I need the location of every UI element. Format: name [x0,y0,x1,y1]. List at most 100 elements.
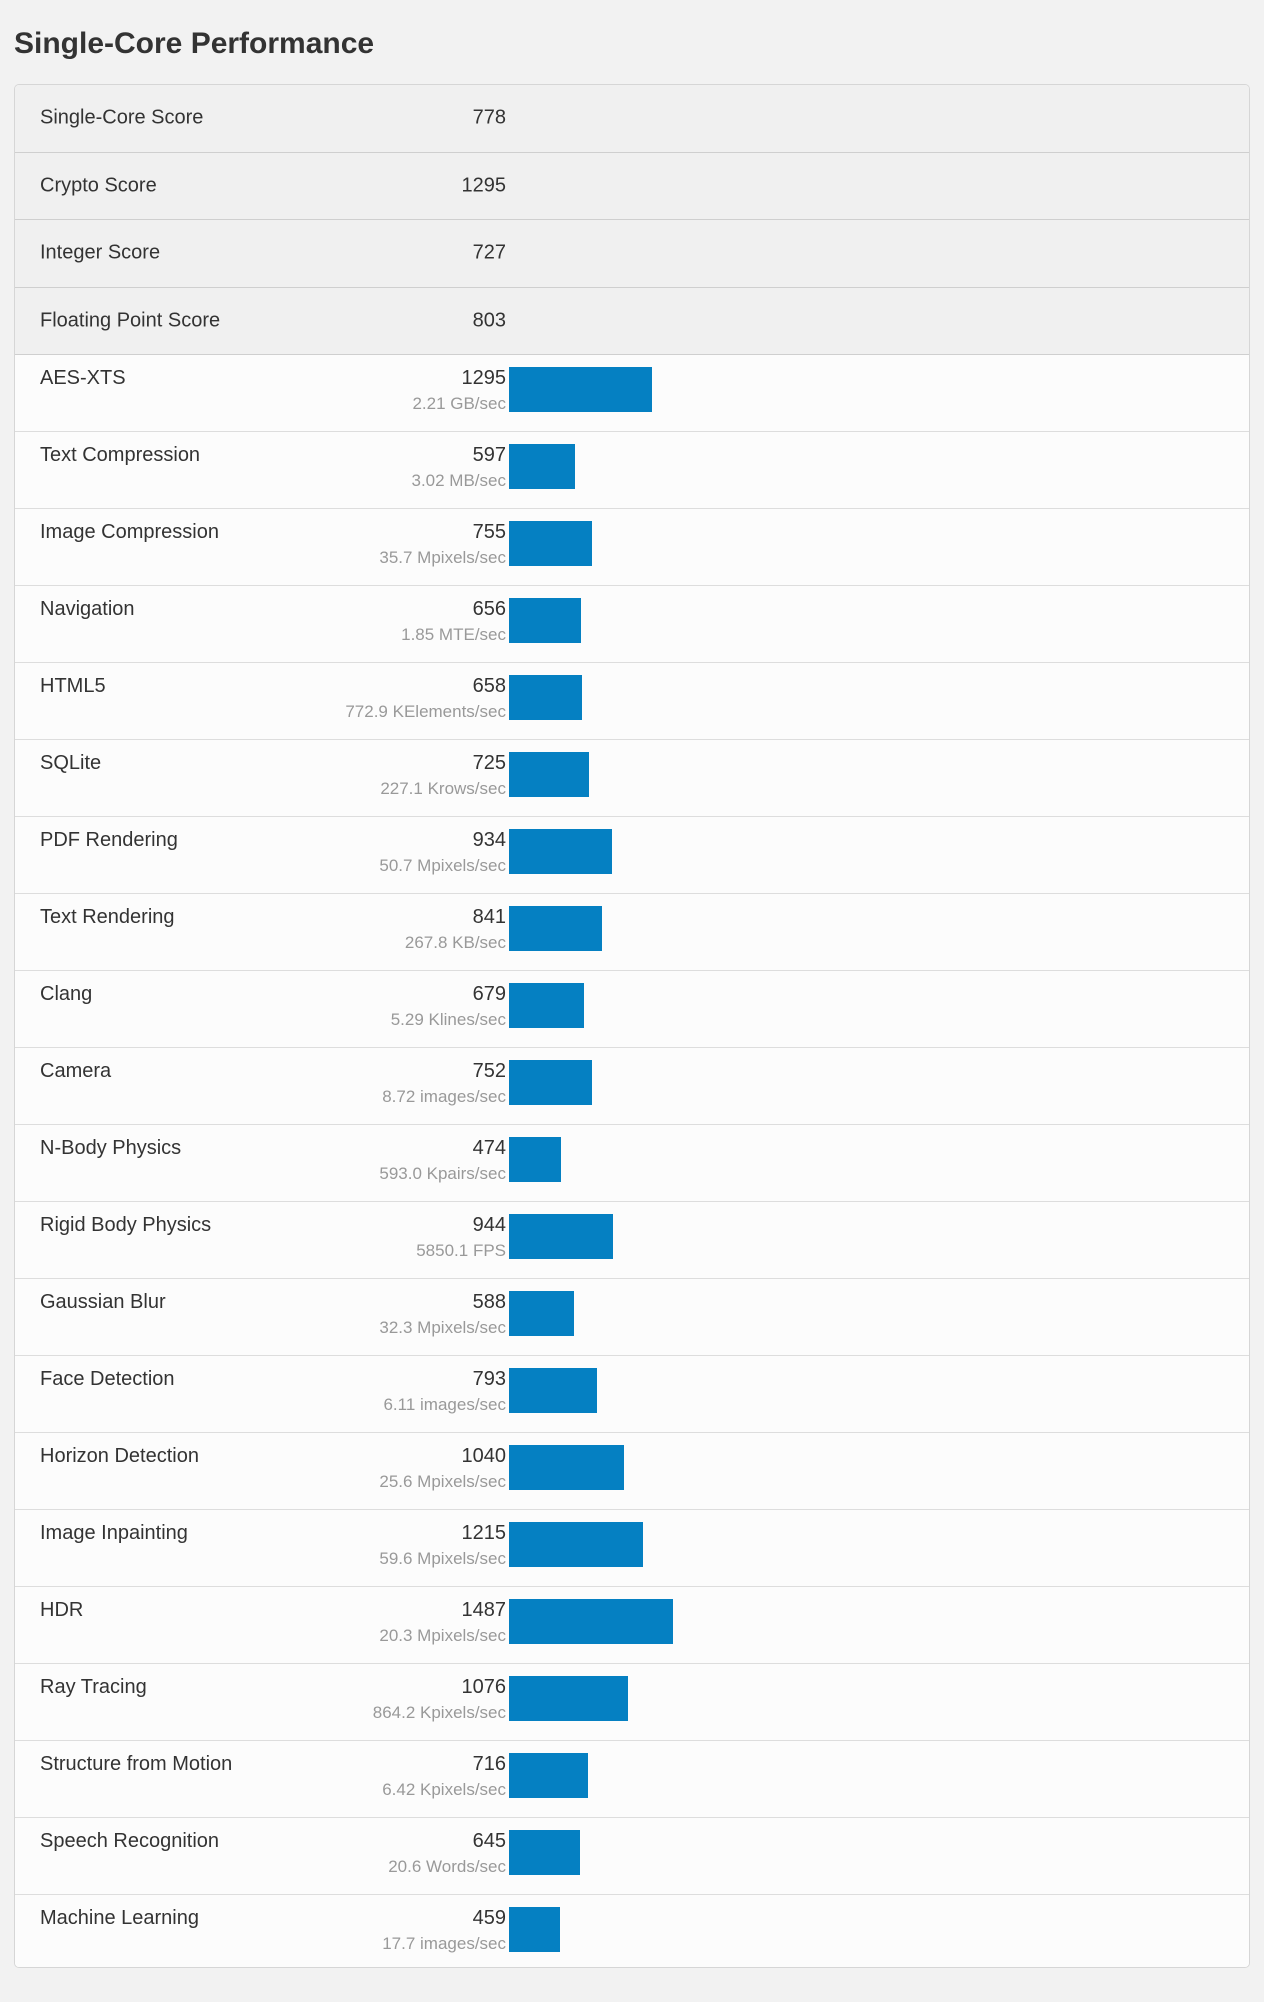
benchmark-row: Text Rendering 841 267.8 KB/sec [15,894,1249,971]
benchmark-name: AES-XTS [40,367,126,389]
summary-name: Floating Point Score [40,309,221,332]
benchmark-name: SQLite [40,752,102,774]
benchmark-throughput: 2.21 GB/sec [412,394,506,413]
benchmark-row: HTML5 658 772.9 KElements/sec [15,663,1249,740]
score-bar [509,1137,561,1182]
summary-row: Floating Point Score 803 [15,287,1249,355]
benchmark-score: 588 [472,1291,506,1313]
benchmark-throughput: 50.7 Mpixels/sec [379,856,506,875]
benchmark-row: HDR 1487 20.3 Mpixels/sec [15,1587,1249,1664]
score-bar [509,752,589,797]
benchmark-name: Image Inpainting [40,1522,188,1544]
benchmark-score: 597 [472,444,506,466]
score-bar [509,444,575,489]
benchmark-score: 725 [472,752,506,774]
score-bar [509,598,581,643]
benchmark-row: PDF Rendering 934 50.7 Mpixels/sec [15,817,1249,894]
summary-row: Single-Core Score 778 [15,85,1249,153]
benchmark-name: Clang [40,983,93,1005]
benchmark-score: 1295 [461,367,507,389]
benchmark-score: 755 [472,521,506,543]
benchmark-name: Camera [40,1060,112,1082]
summary-score: 778 [472,106,506,129]
benchmark-row: Structure from Motion 716 6.42 Kpixels/sec [15,1741,1249,1818]
score-bar [509,829,612,874]
benchmark-row: Image Inpainting 1215 59.6 Mpixels/sec [15,1510,1249,1587]
score-bar [509,1907,560,1952]
score-bar [509,1676,628,1721]
benchmark-throughput: 59.6 Mpixels/sec [379,1549,506,1568]
benchmark-name: Navigation [40,598,135,620]
benchmark-throughput: 5850.1 FPS [416,1241,506,1260]
benchmark-name: Rigid Body Physics [40,1214,212,1236]
benchmark-row: AES-XTS 1295 2.21 GB/sec [15,355,1249,432]
score-bar [509,1445,624,1490]
benchmark-score: 645 [472,1830,506,1852]
benchmark-row: Text Compression 597 3.02 MB/sec [15,432,1249,509]
benchmark-throughput: 227.1 Krows/sec [380,779,506,798]
summary-score: 1295 [461,174,507,197]
benchmark-row: Navigation 656 1.85 MTE/sec [15,586,1249,663]
benchmark-throughput: 6.42 Kpixels/sec [382,1780,506,1799]
benchmark-score: 656 [472,598,506,620]
benchmark-score: 1040 [461,1445,507,1467]
benchmark-row: Rigid Body Physics 944 5850.1 FPS [15,1202,1249,1279]
benchmark-name: Ray Tracing [40,1676,147,1698]
benchmark-row: Image Compression 755 35.7 Mpixels/sec [15,509,1249,586]
summary-row: Integer Score 727 [15,220,1249,288]
benchmark-name: Gaussian Blur [40,1291,166,1313]
score-bar [509,1522,643,1567]
benchmark-throughput: 20.6 Words/sec [388,1857,506,1876]
score-bar [509,1830,580,1875]
benchmark-throughput: 3.02 MB/sec [411,471,507,490]
benchmark-name: Structure from Motion [40,1753,233,1775]
score-bar [509,367,652,412]
benchmark-throughput: 772.9 KElements/sec [345,702,506,721]
benchmark-name: Face Detection [40,1368,175,1390]
benchmark-score: 944 [472,1214,506,1236]
benchmark-score: 934 [472,829,506,851]
benchmark-throughput: 8.72 images/sec [382,1087,506,1106]
benchmark-throughput: 1.85 MTE/sec [401,625,506,644]
benchmark-row: Ray Tracing 1076 864.2 Kpixels/sec [15,1664,1249,1741]
benchmark-name: PDF Rendering [40,829,178,851]
benchmark-row: Horizon Detection 1040 25.6 Mpixels/sec [15,1433,1249,1510]
benchmark-score: 716 [472,1753,506,1775]
score-bar [509,1214,613,1259]
benchmark-throughput: 20.3 Mpixels/sec [379,1626,506,1645]
score-bar [509,1753,588,1798]
summary-section: Single-Core Score 778 Crypto Score 1295 Inte… [15,85,1249,355]
benchmark-row: Camera 752 8.72 images/sec [15,1048,1249,1125]
summary-row: Crypto Score 1295 [15,152,1249,220]
benchmark-score: 679 [472,983,506,1005]
benchmark-throughput: 6.11 images/sec [383,1395,506,1414]
benchmark-row: SQLite 725 227.1 Krows/sec [15,740,1249,817]
benchmark-score: 1487 [461,1599,507,1621]
summary-name: Integer Score [40,241,161,264]
benchmark-score: 459 [472,1907,506,1929]
score-bar [509,1060,592,1105]
benchmark-name: HDR [40,1599,84,1621]
benchmark-name: Speech Recognition [40,1830,220,1852]
summary-name: Single-Core Score [40,106,204,129]
benchmark-name: Text Compression [40,444,201,466]
benchmark-row: Clang 679 5.29 Klines/sec [15,971,1249,1048]
benchmark-score: 658 [472,675,506,697]
benchmark-row: Machine Learning 459 17.7 images/sec [15,1895,1249,1967]
benchmark-name: Image Compression [40,521,219,543]
benchmark-throughput: 35.7 Mpixels/sec [379,548,506,567]
score-bar [509,906,602,951]
benchmark-name: N-Body Physics [40,1137,182,1159]
benchmark-section: AES-XTS 1295 2.21 GB/sec Text Compression 59… [15,355,1249,1967]
score-bar [509,1291,574,1336]
benchmark-score: 1076 [461,1676,507,1698]
benchmark-throughput: 17.7 images/sec [382,1934,506,1953]
benchmark-throughput: 32.3 Mpixels/sec [379,1318,506,1337]
score-bar [509,983,584,1028]
score-bar [509,521,592,566]
benchmark-row: N-Body Physics 474 593.0 Kpairs/sec [15,1125,1249,1202]
score-bar [509,1599,673,1644]
summary-score: 803 [472,309,506,332]
benchmark-score: 841 [472,906,506,928]
benchmark-score: 752 [472,1060,506,1082]
